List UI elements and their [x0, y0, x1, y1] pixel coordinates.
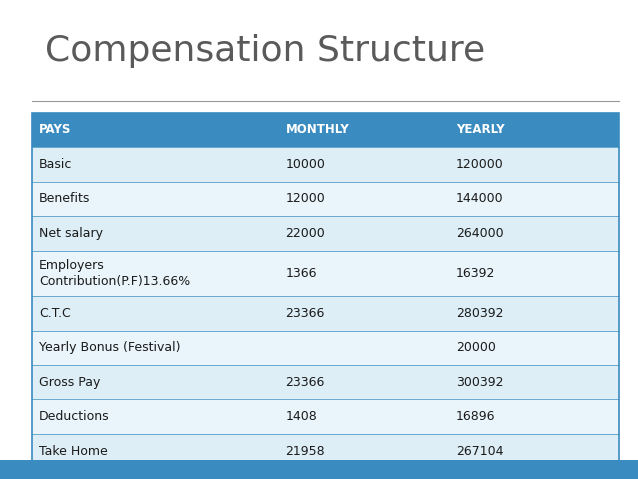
Text: Yearly Bonus (Festival): Yearly Bonus (Festival): [39, 341, 181, 354]
Text: 267104: 267104: [456, 445, 503, 458]
FancyBboxPatch shape: [32, 251, 619, 296]
Text: Net salary: Net salary: [39, 227, 103, 240]
Text: 120000: 120000: [456, 158, 503, 171]
Text: 10000: 10000: [285, 158, 325, 171]
Text: Basic: Basic: [39, 158, 72, 171]
Text: 16896: 16896: [456, 410, 495, 423]
Text: 300392: 300392: [456, 376, 503, 389]
Text: 23366: 23366: [285, 307, 325, 320]
Text: Gross Pay: Gross Pay: [39, 376, 100, 389]
FancyBboxPatch shape: [32, 182, 619, 216]
Text: 16392: 16392: [456, 267, 495, 280]
Text: 21958: 21958: [285, 445, 325, 458]
Text: PAYS: PAYS: [39, 123, 71, 137]
FancyBboxPatch shape: [32, 434, 619, 468]
Text: MONTHLY: MONTHLY: [285, 123, 349, 137]
Text: 20000: 20000: [456, 341, 496, 354]
Text: 22000: 22000: [285, 227, 325, 240]
Text: Take Home: Take Home: [39, 445, 108, 458]
Text: 280392: 280392: [456, 307, 503, 320]
Text: C.T.C: C.T.C: [39, 307, 71, 320]
FancyBboxPatch shape: [32, 296, 619, 331]
Text: 144000: 144000: [456, 192, 503, 205]
Text: Benefits: Benefits: [39, 192, 91, 205]
FancyBboxPatch shape: [32, 365, 619, 399]
FancyBboxPatch shape: [32, 147, 619, 182]
FancyBboxPatch shape: [32, 113, 619, 147]
Text: 264000: 264000: [456, 227, 503, 240]
Text: 12000: 12000: [285, 192, 325, 205]
Text: Employers
Contribution(P.F)13.66%: Employers Contribution(P.F)13.66%: [39, 259, 190, 288]
FancyBboxPatch shape: [32, 331, 619, 365]
FancyBboxPatch shape: [0, 460, 638, 479]
Text: Compensation Structure: Compensation Structure: [45, 34, 485, 68]
Text: 1408: 1408: [285, 410, 317, 423]
FancyBboxPatch shape: [32, 399, 619, 434]
Text: 1366: 1366: [285, 267, 317, 280]
FancyBboxPatch shape: [32, 216, 619, 251]
Text: 23366: 23366: [285, 376, 325, 389]
Text: YEARLY: YEARLY: [456, 123, 504, 137]
Text: Deductions: Deductions: [39, 410, 110, 423]
